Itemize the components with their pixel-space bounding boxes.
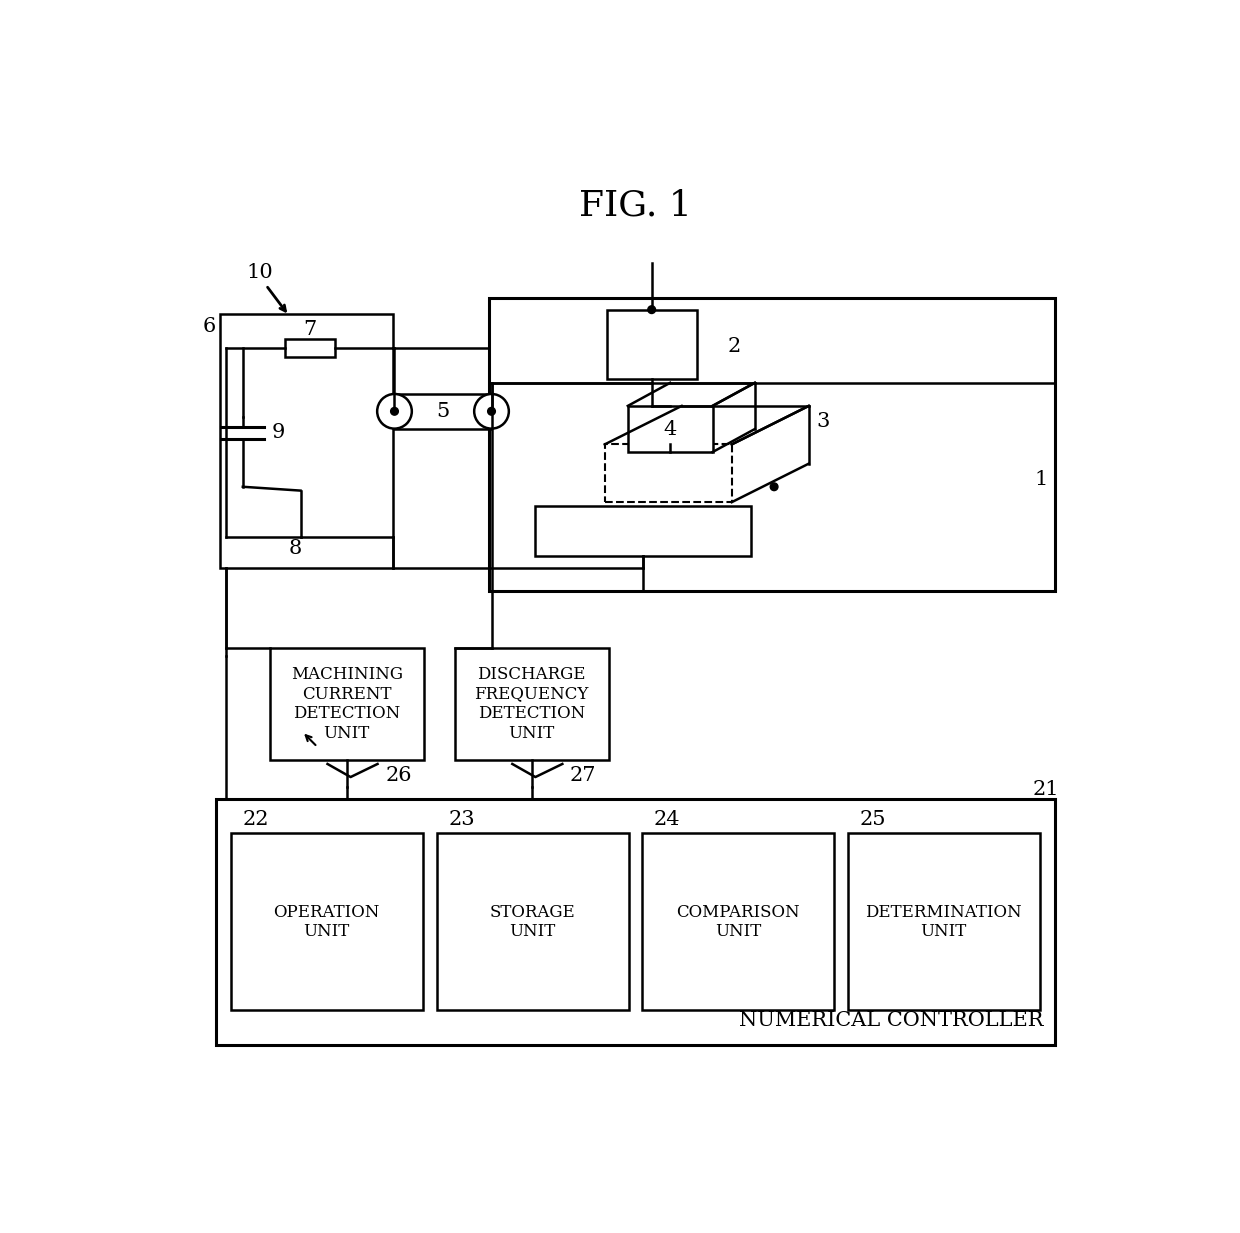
Bar xyxy=(608,309,697,379)
Text: 10: 10 xyxy=(247,263,273,282)
Bar xyxy=(436,834,629,1010)
Bar xyxy=(455,649,609,760)
Circle shape xyxy=(647,306,656,313)
Ellipse shape xyxy=(474,395,508,429)
Text: 21: 21 xyxy=(1033,779,1059,799)
Bar xyxy=(231,834,423,1010)
Ellipse shape xyxy=(377,395,412,429)
Text: 25: 25 xyxy=(859,810,887,829)
Text: STORAGE
UNIT: STORAGE UNIT xyxy=(490,904,575,940)
Circle shape xyxy=(770,483,777,491)
Text: 26: 26 xyxy=(386,766,412,785)
Bar xyxy=(216,799,1055,1046)
Circle shape xyxy=(391,407,398,416)
Bar xyxy=(285,339,335,358)
Text: 3: 3 xyxy=(816,412,830,430)
Bar xyxy=(270,649,424,760)
Text: 27: 27 xyxy=(570,766,596,785)
Bar xyxy=(642,834,835,1010)
Text: DETERMINATION
UNIT: DETERMINATION UNIT xyxy=(866,904,1022,940)
Text: MACHINING
CURRENT
DETECTION
UNIT: MACHINING CURRENT DETECTION UNIT xyxy=(290,666,403,742)
Text: 9: 9 xyxy=(272,423,285,443)
Text: NUMERICAL CONTROLLER: NUMERICAL CONTROLLER xyxy=(739,1011,1044,1030)
Text: 8: 8 xyxy=(289,539,303,557)
Text: 24: 24 xyxy=(653,810,681,829)
Text: COMPARISON
UNIT: COMPARISON UNIT xyxy=(676,904,800,940)
Bar xyxy=(219,313,393,567)
Text: OPERATION
UNIT: OPERATION UNIT xyxy=(274,904,379,940)
Bar xyxy=(536,506,751,556)
Text: DISCHARGE
FREQUENCY
DETECTION
UNIT: DISCHARGE FREQUENCY DETECTION UNIT xyxy=(475,666,589,742)
Text: 1: 1 xyxy=(1034,470,1048,488)
Text: 6: 6 xyxy=(202,317,216,337)
Bar xyxy=(605,444,732,502)
Text: 2: 2 xyxy=(728,337,742,356)
Circle shape xyxy=(487,407,495,416)
Bar xyxy=(490,298,1055,591)
Text: 7: 7 xyxy=(303,321,316,339)
Text: FIG. 1: FIG. 1 xyxy=(579,189,692,223)
Bar xyxy=(627,406,713,453)
Text: 22: 22 xyxy=(243,810,269,829)
Bar xyxy=(394,395,491,429)
Bar xyxy=(848,834,1040,1010)
Text: 4: 4 xyxy=(663,419,677,439)
Text: 23: 23 xyxy=(449,810,475,829)
Text: 5: 5 xyxy=(436,402,450,420)
